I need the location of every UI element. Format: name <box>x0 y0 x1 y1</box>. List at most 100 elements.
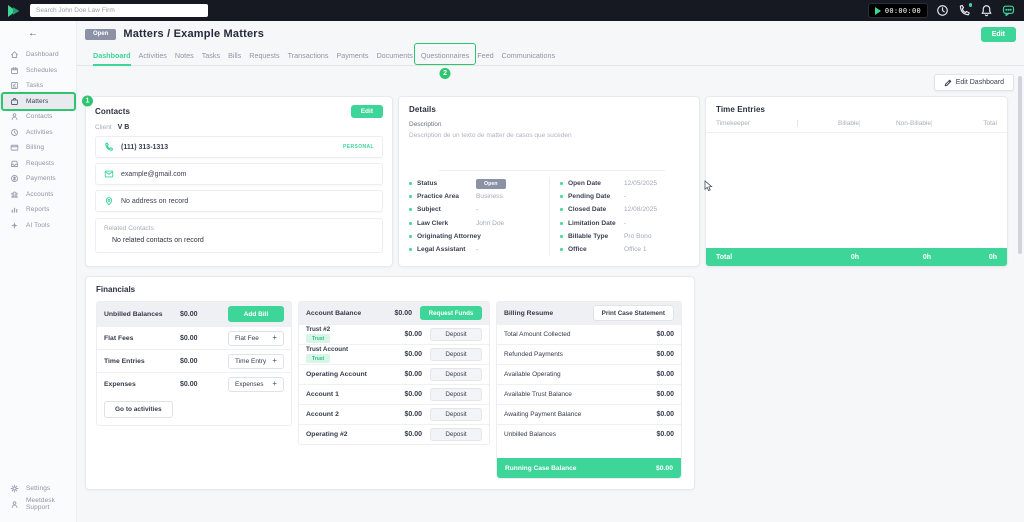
sidebar-item-schedules[interactable]: Schedules <box>0 63 76 79</box>
tab-transactions[interactable]: Transactions <box>287 50 329 60</box>
tab-dashboard[interactable]: Dashboard <box>93 45 131 66</box>
sidebar-item-billing[interactable]: Billing <box>0 140 76 156</box>
edit-dashboard-button[interactable]: Edit Dashboard <box>933 74 1014 91</box>
contacts-card: Contacts Edit Client V B (111) 313-1313 … <box>85 96 393 267</box>
status-badge: Open <box>85 28 117 40</box>
app-logo-icon[interactable] <box>7 3 25 18</box>
deposit-button[interactable]: Deposit <box>430 428 482 441</box>
sidebar-item-requests[interactable]: Requests <box>0 156 76 172</box>
gear-icon <box>10 484 19 493</box>
tab-requests[interactable]: Requests <box>249 50 280 60</box>
resume-row-available-trust: Available Trust Balance $0.00 <box>497 384 681 404</box>
sidebar-item-accounts[interactable]: Accounts <box>0 187 76 203</box>
chat-icon[interactable] <box>1001 3 1016 18</box>
play-icon <box>874 6 881 15</box>
sparkle-icon <box>10 221 19 230</box>
request-funds-button[interactable]: Request Funds <box>420 306 482 320</box>
phone-icon[interactable] <box>957 3 972 18</box>
edit-matter-button[interactable]: Edit <box>980 26 1016 42</box>
address-tile[interactable]: No address on record <box>95 190 383 212</box>
sidebar-item-support[interactable]: Meetdesk Support <box>0 497 76 513</box>
tab-payments[interactable]: Payments <box>336 50 369 60</box>
bullet-icon <box>560 248 563 252</box>
sidebar-item-activities[interactable]: Activities <box>0 125 76 141</box>
envelope-icon <box>104 170 114 178</box>
detail-field-status: Status Open <box>409 177 549 190</box>
detail-field-subject: Subject - <box>409 203 549 216</box>
sidebar-item-payments[interactable]: Payments <box>0 171 76 187</box>
tab-notes[interactable]: Notes <box>174 50 194 60</box>
sidebar-item-ai-tools[interactable]: AI Tools <box>0 218 76 234</box>
add-time-entry-button[interactable]: Time Entry + <box>228 353 284 369</box>
sidebar-item-label: Requests <box>26 159 55 167</box>
timer-value: 00:00:00 <box>884 6 921 15</box>
sidebar-item-reports[interactable]: Reports <box>0 202 76 218</box>
sidebar-nav: Dashboard Schedules Tasks Matters 1 Cont… <box>0 47 93 234</box>
deposit-button[interactable]: Deposit <box>430 368 482 381</box>
main-content: Open Matters / Example Matters Edit Dash… <box>77 21 1024 522</box>
client-label: Client <box>95 124 112 131</box>
add-expense-button[interactable]: Expenses + <box>228 376 284 392</box>
bullet-icon <box>409 208 412 212</box>
tab-documents[interactable]: Documents <box>376 50 413 60</box>
sidebar-item-label: Tasks <box>26 82 44 90</box>
tab-questionnaires[interactable]: Questionnaires 2 <box>413 43 477 79</box>
detail-field-office: Office Office 1 <box>560 243 689 256</box>
bullet-icon <box>409 234 412 238</box>
map-pin-icon <box>105 197 113 206</box>
edit-contacts-button[interactable]: Edit <box>350 105 383 118</box>
tab-bills[interactable]: Bills <box>228 50 242 60</box>
client-name[interactable]: V B <box>117 124 130 131</box>
sidebar-item-contacts[interactable]: Contacts <box>0 109 76 125</box>
resume-row-unbilled: Unbilled Balances $0.00 <box>497 424 681 444</box>
related-contacts-empty: No related contacts on record <box>112 237 204 244</box>
back-button[interactable]: ← <box>28 28 38 39</box>
deposit-button[interactable]: Deposit <box>430 328 482 341</box>
sidebar-item-dashboard[interactable]: Dashboard <box>0 47 76 63</box>
tab-feed[interactable]: Feed <box>477 50 494 60</box>
global-search-input[interactable] <box>30 4 208 17</box>
tab-communications[interactable]: Communications <box>501 50 556 60</box>
billing-resume-box: Billing Resume Print Case Statement Tota… <box>496 301 682 479</box>
sidebar-item-label: Payments <box>26 175 56 183</box>
deposit-button[interactable]: Deposit <box>430 408 482 421</box>
phone-number: (111) 313-1313 <box>121 143 169 151</box>
matter-header: Open Matters / Example Matters Edit <box>85 26 1016 42</box>
calendar-icon <box>10 66 19 75</box>
deposit-button[interactable]: Deposit <box>430 388 482 401</box>
add-flat-fee-button[interactable]: Flat Fee + <box>228 330 284 346</box>
bullet-icon <box>560 182 563 186</box>
add-bill-button[interactable]: Add Bill <box>228 306 284 322</box>
related-contacts: Related Contacts No related contacts on … <box>95 218 383 253</box>
sidebar-item-settings[interactable]: Settings <box>0 481 76 497</box>
divider <box>439 170 665 171</box>
bell-icon[interactable] <box>979 3 994 18</box>
briefcase-icon <box>10 97 19 106</box>
trust-badge: Trust <box>306 354 331 364</box>
tab-tasks[interactable]: Tasks <box>201 50 221 60</box>
resume-row-refunded: Refunded Payments $0.00 <box>497 344 681 364</box>
print-case-statement-button[interactable]: Print Case Statement <box>592 305 674 321</box>
detail-field-open-date: Open Date 12/05/2025 <box>560 177 689 190</box>
financials-card: Financials Unbilled Balances $0.00 Add B… <box>85 276 695 490</box>
deposit-button[interactable]: Deposit <box>430 348 482 361</box>
vertical-scrollbar[interactable] <box>1018 76 1022 254</box>
phone-tile[interactable]: (111) 313-1313 PERSONAL <box>95 136 383 158</box>
status-badge: Open <box>476 178 506 189</box>
account-row-operating-2: Operating #2 $0.00 Deposit <box>299 424 489 444</box>
bullet-icon <box>560 195 563 199</box>
go-to-activities-button[interactable]: Go to activities <box>104 401 173 418</box>
tab-activities[interactable]: Activities <box>138 50 167 60</box>
sidebar-bottom: Settings Meetdesk Support <box>0 481 76 512</box>
sidebar-item-label: Settings <box>26 485 51 493</box>
sidebar-item-matters[interactable]: Matters 1 <box>0 91 93 111</box>
email-tile[interactable]: example@gmail.com <box>95 163 383 185</box>
sidebar-item-tasks[interactable]: Tasks <box>0 78 76 94</box>
clock-icon[interactable] <box>935 3 950 18</box>
account-row-2: Account 2 $0.00 Deposit <box>299 404 489 424</box>
sidebar-item-label: Matters <box>26 97 49 105</box>
description-text[interactable]: Description de un texto de matter de cas… <box>409 132 572 139</box>
timer-button[interactable]: 00:00:00 <box>867 3 928 18</box>
sidebar-item-label: Reports <box>26 206 50 214</box>
